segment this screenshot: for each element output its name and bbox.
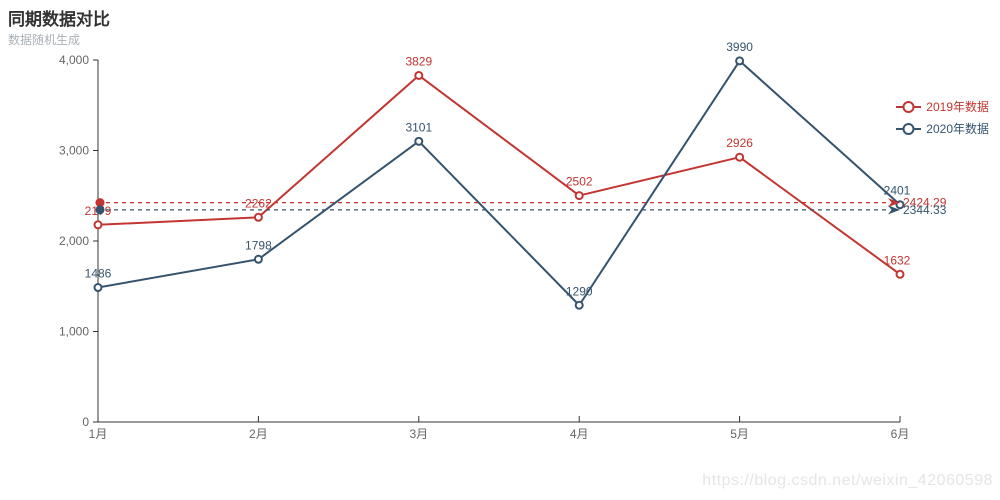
- legend-label: 2019年数据: [926, 100, 989, 114]
- line-circle-icon: [896, 123, 922, 135]
- point-label: 1290: [566, 284, 593, 298]
- point-label: 2401: [884, 184, 911, 198]
- y-tick-label: 4,000: [59, 53, 89, 67]
- average-value-label: 2344.33: [903, 203, 947, 217]
- y-tick-label: 1,000: [59, 325, 89, 339]
- average-value-label: 2424.29: [903, 196, 947, 210]
- data-point[interactable]: [735, 56, 745, 66]
- x-tick-label: 4月: [570, 427, 589, 441]
- legend-label: 2020年数据: [926, 122, 989, 136]
- data-point[interactable]: [895, 269, 905, 279]
- series-line: [97, 59, 901, 307]
- data-point[interactable]: [93, 220, 103, 230]
- average-line-2019年数据: 2424.29: [95, 196, 947, 210]
- y-tick-label: 0: [82, 415, 89, 429]
- point-label: 1798: [245, 238, 272, 252]
- chart-subtitle: 数据随机生成: [8, 33, 81, 47]
- series-2019年数据: 217922623829250229261632: [85, 54, 911, 279]
- x-axis: 1月 2月 3月 4月 5月 6月: [89, 416, 910, 441]
- data-point[interactable]: [93, 283, 103, 293]
- data-point[interactable]: [574, 191, 584, 201]
- legend-item-2019[interactable]: 2019年数据: [896, 100, 989, 114]
- x-tick-label: 1月: [89, 427, 108, 441]
- point-label: 3101: [405, 120, 432, 134]
- arrow-right-icon: [888, 198, 900, 208]
- point-label: 1486: [85, 267, 112, 281]
- average-line-start-dot: [95, 205, 105, 215]
- data-point[interactable]: [574, 300, 584, 310]
- point-label: 1632: [884, 253, 911, 267]
- x-tick-label: 3月: [409, 427, 428, 441]
- point-label: 2502: [566, 175, 593, 189]
- series-2020年数据: 1486 1798 3101 1290 3990 2401: [85, 40, 911, 310]
- series-line: [97, 74, 901, 276]
- point-label: 3829: [405, 54, 432, 68]
- legend: 2019年数据 2020年数据: [896, 100, 989, 136]
- legend-item-2020[interactable]: 2020年数据: [896, 122, 989, 136]
- x-tick-label: 2月: [249, 427, 268, 441]
- data-point[interactable]: [253, 212, 263, 222]
- axes: [97, 60, 900, 423]
- data-point[interactable]: [414, 70, 424, 80]
- y-axis: 0 1,000 2,000 3,000 4,000: [59, 53, 98, 429]
- data-point[interactable]: [414, 136, 424, 146]
- data-point[interactable]: [253, 254, 263, 264]
- x-tick-label: 6月: [891, 427, 910, 441]
- arrow-right-icon: [888, 205, 900, 215]
- line-circle-icon: [896, 101, 922, 113]
- average-line-2020年数据: 2344.33: [95, 203, 947, 217]
- average-line-start-dot: [95, 198, 105, 208]
- point-label: 2262: [245, 196, 272, 210]
- chart-title: 同期数据对比: [8, 10, 110, 29]
- point-label: 3990: [726, 40, 753, 54]
- x-tick-label: 5月: [730, 427, 749, 441]
- point-label: 2926: [726, 136, 753, 150]
- data-point[interactable]: [735, 152, 745, 162]
- y-tick-label: 2,000: [59, 234, 89, 248]
- y-tick-label: 3,000: [59, 144, 89, 158]
